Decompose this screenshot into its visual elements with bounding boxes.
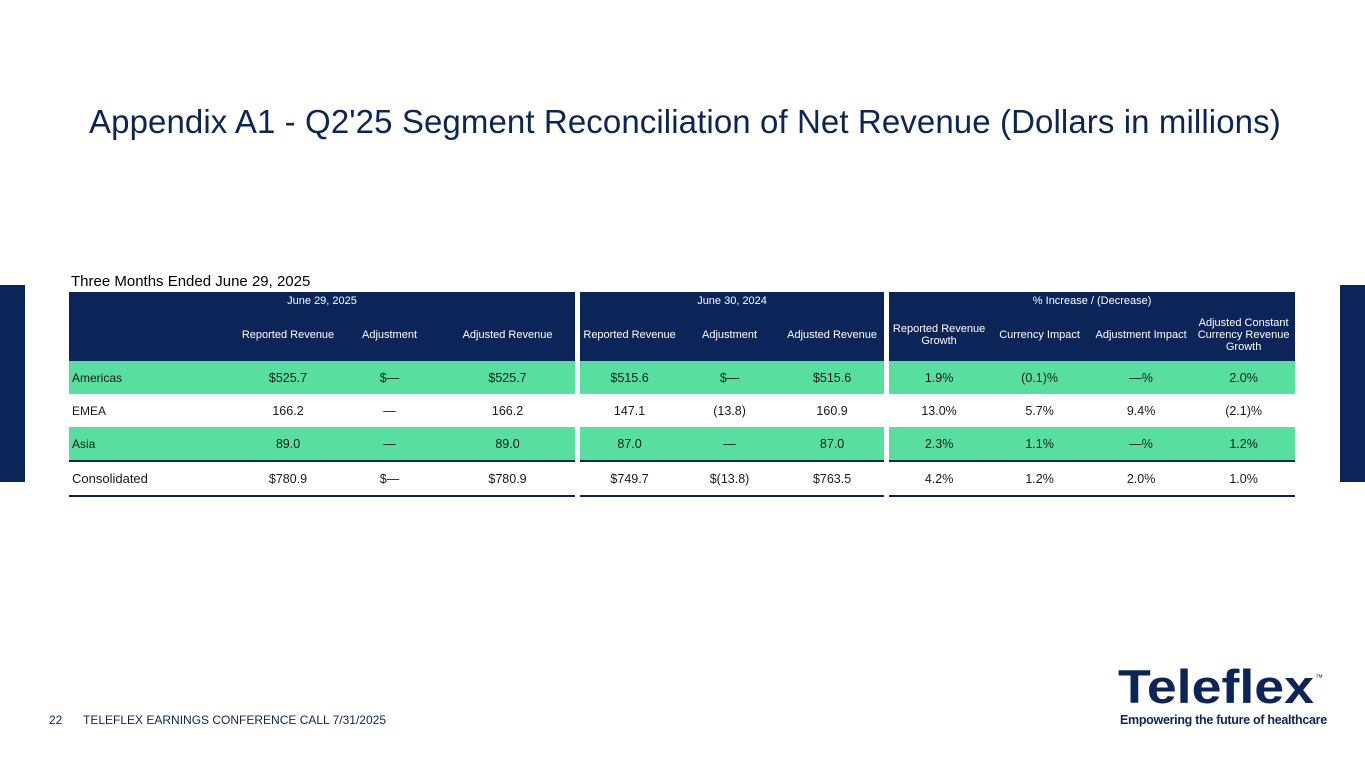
logo-tagline: Empowering the future of healthcare [1120,713,1327,727]
column-header: Reported Revenue Growth [889,309,990,361]
group-header-june-2025: June 29, 2025 [69,292,576,309]
row-label: Asia [69,427,237,462]
footer-text: TELEFLEX EARNINGS CONFERENCE CALL 7/31/2… [83,713,386,727]
table-cell: 1.2% [1192,427,1296,462]
table-cell: 1.9% [889,361,990,394]
table-cell: $— [339,361,440,394]
table-row-consolidated: Consolidated $780.9 $— $780.9 $749.7 $(1… [69,462,1296,497]
table-cell: (13.8) [679,394,781,427]
table-cell: 2.3% [889,427,990,462]
table-cell: —% [1090,361,1193,394]
column-header: Reported Revenue [237,309,339,361]
table-cell: 147.1 [580,394,680,427]
table-cell: —% [1090,427,1193,462]
table-cell: 87.0 [780,427,885,462]
slide-title: Appendix A1 - Q2'25 Segment Reconciliati… [89,103,1281,140]
column-header: Adjusted Revenue [780,309,885,361]
header-column-row: Reported Revenue Adjustment Adjusted Rev… [69,309,1296,361]
table-cell: 166.2 [440,394,576,427]
column-header: Adjustment Impact [1090,309,1193,361]
column-header: Adjusted Constant Currency Revenue Growt… [1192,309,1296,361]
table-cell: $525.7 [237,361,339,394]
reconciliation-table: June 29, 2025 June 30, 2024 % Increase /… [69,292,1296,497]
table-row-asia: Asia 89.0 — 89.0 87.0 — 87.0 2.3% 1.1% —… [69,427,1296,462]
row-label: Americas [69,361,237,394]
row-label: Consolidated [69,462,237,497]
header-blank-cell [69,309,237,361]
table-cell: 9.4% [1090,394,1193,427]
table-cell: 89.0 [440,427,576,462]
column-header: Adjustment [339,309,440,361]
table-cell: $— [339,462,440,497]
table-cell: 1.1% [989,427,1091,462]
table-cell: $515.6 [780,361,885,394]
table-cell: $763.5 [780,462,885,497]
table-cell: 2.0% [1090,462,1193,497]
column-header: Currency Impact [989,309,1091,361]
table-cell: 2.0% [1192,361,1296,394]
table-cell: 13.0% [889,394,990,427]
table-cell: 89.0 [237,427,339,462]
page-number: 22 [49,713,63,727]
table-cell: $749.7 [580,462,680,497]
logo-wordmark: Teleflex [1118,660,1314,713]
table-cell: (2.1)% [1192,394,1296,427]
table-cell: $— [679,361,781,394]
table-cell: — [339,427,440,462]
table-cell: 4.2% [889,462,990,497]
group-header-percent-change: % Increase / (Decrease) [889,292,1296,309]
column-header: Adjustment [679,309,781,361]
table-subtitle: Three Months Ended June 29, 2025 [71,273,311,290]
teleflex-logo: Teleflex ™ [1118,660,1323,713]
table-cell: 166.2 [237,394,339,427]
table-cell: — [679,427,781,462]
table-cell: — [339,394,440,427]
column-header: Reported Revenue [580,309,680,361]
table-cell: $525.7 [440,361,576,394]
header-group-row: June 29, 2025 June 30, 2024 % Increase /… [69,292,1296,309]
group-header-june-2024: June 30, 2024 [580,292,885,309]
table-cell: 5.7% [989,394,1091,427]
table-cell: (0.1)% [989,361,1091,394]
row-label: EMEA [69,394,237,427]
logo-trademark: ™ [1315,673,1323,682]
table-cell: $(13.8) [679,462,781,497]
column-header: Adjusted Revenue [440,309,576,361]
table-cell: 87.0 [580,427,680,462]
table-cell: 160.9 [780,394,885,427]
left-accent-bar [0,285,25,482]
table-row-americas: Americas $525.7 $— $525.7 $515.6 $— $515… [69,361,1296,394]
right-accent-bar [1340,285,1365,482]
table-cell: 1.0% [1192,462,1296,497]
table-cell: 1.2% [989,462,1091,497]
table-row-emea: EMEA 166.2 — 166.2 147.1 (13.8) 160.9 13… [69,394,1296,427]
table-cell: $515.6 [580,361,680,394]
table-cell: $780.9 [440,462,576,497]
table-cell: $780.9 [237,462,339,497]
